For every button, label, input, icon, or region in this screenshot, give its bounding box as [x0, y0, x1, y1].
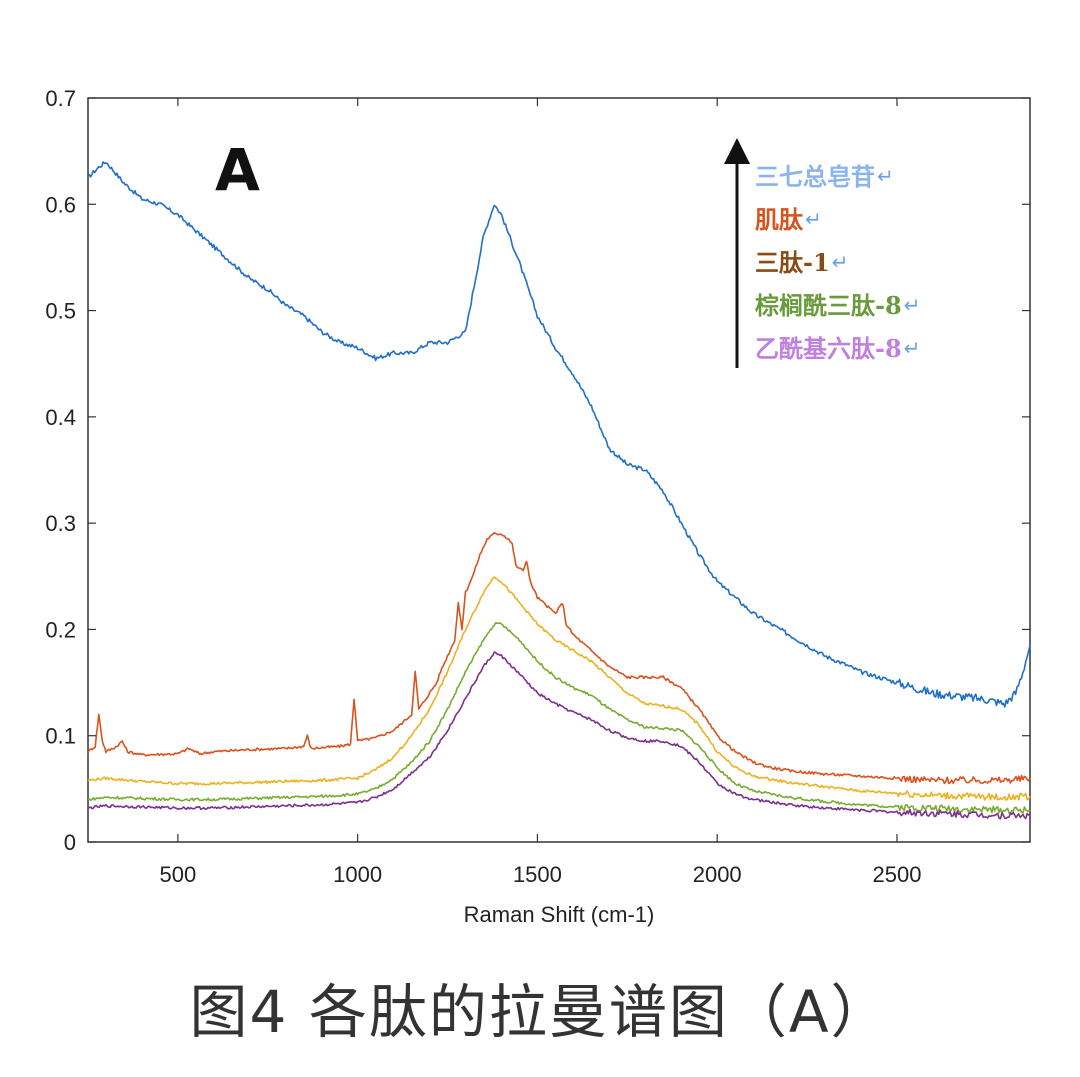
legend-return-icon: ↵ — [904, 336, 921, 360]
x-tick-label: 1500 — [513, 862, 562, 887]
legend-arrow-head — [724, 138, 750, 164]
legend: 三七总皂苷 ↵肌肽 ↵三肽-1 ↵棕榈酰三肽-8 ↵乙酰基六肽-8 ↵ — [724, 138, 920, 368]
legend-return-icon: ↵ — [805, 207, 822, 231]
x-axis-title: Raman Shift (cm-1) — [464, 902, 655, 927]
series-line-3 — [87, 576, 1031, 801]
y-tick-label: 0.4 — [45, 405, 76, 430]
y-tick-label: 0.6 — [45, 192, 76, 217]
series-layer — [87, 161, 1031, 820]
series-line-1 — [87, 161, 1031, 708]
y-tick-label: 0.5 — [45, 299, 76, 324]
y-tick-label: 0 — [64, 830, 76, 855]
legend-entry-1: 三七总皂苷 — [755, 162, 875, 191]
legend-entry-2: 肌肽 — [755, 205, 804, 234]
x-tick-label: 1000 — [333, 862, 382, 887]
legend-return-icon: ↵ — [904, 293, 921, 317]
legend-entry-3: 三肽-1 — [755, 248, 830, 277]
plot-frame — [87, 97, 1031, 843]
y-tick-label: 0.7 — [45, 86, 76, 111]
panel-label: A — [215, 136, 260, 204]
figure-caption: 图4 各肽的拉曼谱图（A） — [189, 978, 891, 1046]
y-tick-label: 0.1 — [45, 724, 76, 749]
legend-entry-4: 棕榈酰三肽-8 — [755, 291, 902, 320]
raman-chart: 500 1000 1500 2000 2500 0 0.1 0.2 0.3 0.4 0.5 0.6 0.… — [45, 86, 1031, 927]
legend-return-icon: ↵ — [877, 164, 894, 188]
legend-entry-5: 乙酰基六肽-8 — [755, 334, 902, 363]
series-line-2 — [87, 532, 1031, 785]
x-tick-label: 2500 — [872, 862, 921, 887]
series-line-4 — [87, 622, 1031, 815]
plot-area — [87, 97, 1031, 843]
legend-return-icon: ↵ — [832, 250, 849, 274]
series-line-5 — [87, 651, 1031, 820]
y-tick-label: 0.3 — [45, 511, 76, 536]
x-tick-label: 2000 — [693, 862, 742, 887]
x-tick-label: 500 — [160, 862, 197, 887]
y-tick-label: 0.2 — [45, 617, 76, 642]
ticks-layer: 500 1000 1500 2000 2500 0 0.1 0.2 0.3 0.4 0.5 0.6 0.… — [45, 86, 1030, 887]
